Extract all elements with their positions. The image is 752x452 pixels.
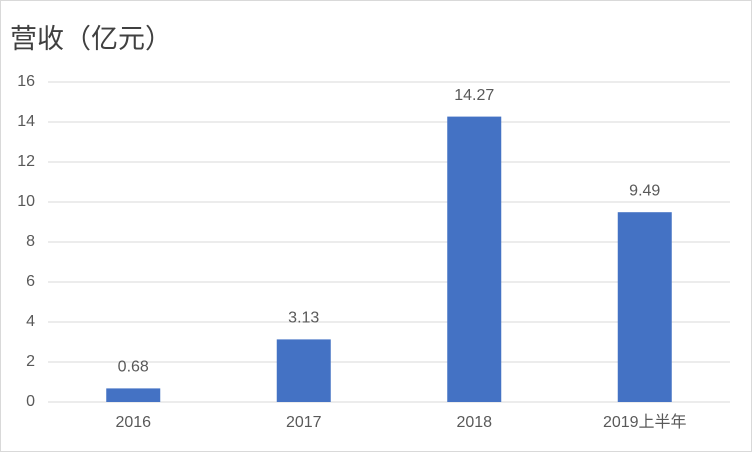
bar (617, 212, 672, 402)
x-tick-label: 2017 (286, 414, 322, 431)
x-tick-label: 2016 (115, 414, 151, 431)
x-tick-label: 2019上半年 (603, 413, 687, 431)
value-label: 3.13 (288, 310, 319, 327)
y-tick-label: 10 (17, 193, 35, 210)
y-tick-label: 8 (26, 233, 35, 250)
value-label: 14.27 (454, 87, 494, 104)
chart-title: 营收（亿元） (10, 24, 172, 54)
y-tick-label: 14 (17, 113, 35, 130)
y-tick-label: 4 (26, 313, 35, 330)
y-tick-label: 2 (26, 353, 35, 370)
bar (106, 388, 161, 402)
bar (276, 339, 331, 402)
bar (447, 116, 502, 402)
value-label: 0.68 (118, 359, 149, 376)
value-label: 9.49 (629, 182, 660, 199)
y-tick-label: 16 (17, 73, 35, 90)
y-tick-label: 6 (26, 273, 35, 290)
y-tick-label: 0 (26, 393, 35, 410)
x-tick-label: 2018 (456, 414, 492, 431)
y-tick-label: 12 (17, 153, 35, 170)
